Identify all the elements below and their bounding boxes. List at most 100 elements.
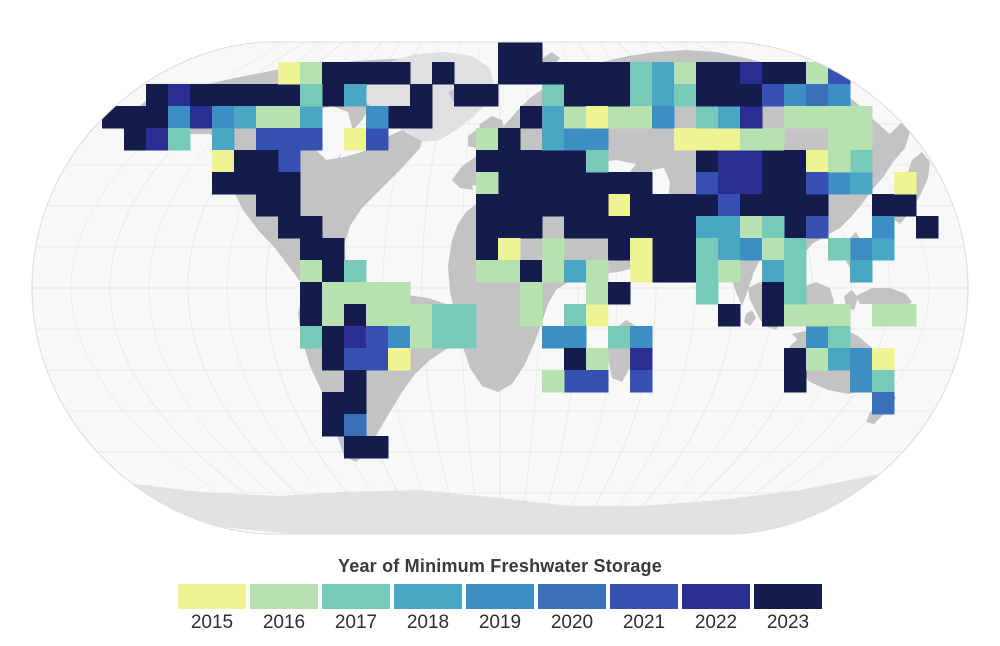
grid-cell-2017 bbox=[850, 150, 873, 173]
grid-cell-2016 bbox=[806, 106, 829, 129]
grid-cell-2018 bbox=[718, 216, 741, 239]
grid-cell-2016 bbox=[520, 304, 543, 327]
grid-cell-2016 bbox=[586, 348, 609, 371]
grid-cell-2023 bbox=[696, 150, 719, 173]
legend-item-2015: 2015 bbox=[178, 584, 246, 634]
grid-cell-2015 bbox=[608, 194, 631, 217]
grid-cell-2017 bbox=[872, 370, 895, 393]
legend-item-2020: 2020 bbox=[538, 584, 606, 634]
grid-cell-2015 bbox=[630, 260, 653, 283]
grid-cell-2017 bbox=[300, 326, 323, 349]
grid-cell-2023 bbox=[322, 414, 345, 437]
grid-cell-2023 bbox=[278, 84, 301, 107]
grid-cell-2021 bbox=[762, 84, 785, 107]
grid-cell-2017 bbox=[784, 260, 807, 283]
grid-cell-2017 bbox=[432, 326, 455, 349]
grid-cell-2023 bbox=[916, 216, 939, 239]
grid-cell-2023 bbox=[278, 172, 301, 195]
grid-cell-2023 bbox=[124, 128, 147, 151]
grid-cell-2021 bbox=[366, 348, 389, 371]
grid-cell-2022 bbox=[190, 106, 213, 129]
grid-cell-2021 bbox=[366, 128, 389, 151]
grid-cell-2018 bbox=[718, 106, 741, 129]
legend-year-label: 2022 bbox=[694, 612, 738, 633]
grid-cell-2023 bbox=[366, 436, 389, 459]
grid-cell-2017 bbox=[674, 84, 697, 107]
grid-cell-2015 bbox=[894, 172, 917, 195]
grid-cell-2021 bbox=[344, 348, 367, 371]
grid-cell-2023 bbox=[652, 260, 675, 283]
grid-cell-2023 bbox=[586, 216, 609, 239]
grid-cell-2016 bbox=[762, 238, 785, 261]
grid-cell-2023 bbox=[498, 172, 521, 195]
grid-cell-2023 bbox=[894, 194, 917, 217]
grid-cell-2017 bbox=[432, 304, 455, 327]
grid-cell-2023 bbox=[212, 84, 235, 107]
grid-cell-2016 bbox=[322, 282, 345, 305]
legend-swatch-2015 bbox=[178, 584, 246, 609]
grid-cell-2016 bbox=[740, 128, 763, 151]
grid-cell-2023 bbox=[586, 62, 609, 85]
grid-cell-2017 bbox=[696, 282, 719, 305]
grid-cell-2023 bbox=[586, 84, 609, 107]
grid-cell-2017 bbox=[696, 106, 719, 129]
grid-cell-2019 bbox=[652, 106, 675, 129]
grid-cell-2016 bbox=[872, 304, 895, 327]
grid-cell-2023 bbox=[234, 172, 257, 195]
legend-year-label: 2017 bbox=[334, 612, 378, 633]
grid-cell-2023 bbox=[256, 84, 279, 107]
grid-cell-2023 bbox=[322, 348, 345, 371]
grid-cell-2023 bbox=[608, 238, 631, 261]
legend-item-2022: 2022 bbox=[682, 584, 750, 634]
grid-cell-2021 bbox=[630, 370, 653, 393]
grid-cell-2023 bbox=[146, 106, 169, 129]
grid-cell-2019 bbox=[212, 106, 235, 129]
grid-cell-2016 bbox=[894, 304, 917, 327]
grid-cell-2017 bbox=[630, 62, 653, 85]
grid-cell-2016 bbox=[476, 128, 499, 151]
grid-cell-2016 bbox=[564, 106, 587, 129]
grid-cell-2023 bbox=[630, 216, 653, 239]
grid-cell-2016 bbox=[806, 62, 829, 85]
grid-cell-2017 bbox=[300, 84, 323, 107]
grid-cell-2023 bbox=[322, 238, 345, 261]
land-antarctica bbox=[50, 462, 958, 534]
grid-cell-2023 bbox=[256, 194, 279, 217]
grid-cell-2022 bbox=[718, 172, 741, 195]
grid-cell-2019 bbox=[740, 238, 763, 261]
grid-cell-2023 bbox=[674, 216, 697, 239]
grid-cell-2023 bbox=[520, 106, 543, 129]
grid-cell-2021 bbox=[806, 216, 829, 239]
grid-cell-2023 bbox=[652, 216, 675, 239]
legend-swatch-2017 bbox=[322, 584, 390, 609]
grid-cell-2019 bbox=[806, 326, 829, 349]
grid-cell-2023 bbox=[300, 238, 323, 261]
grid-cell-2019 bbox=[828, 172, 851, 195]
grid-cell-2017 bbox=[344, 260, 367, 283]
grid-cell-2017 bbox=[784, 282, 807, 305]
legend-year-label: 2019 bbox=[478, 612, 522, 633]
grid-cell-2019 bbox=[366, 106, 389, 129]
grid-cell-2023 bbox=[388, 106, 411, 129]
legend-year-label: 2015 bbox=[190, 612, 234, 633]
grid-cell-2016 bbox=[542, 370, 565, 393]
grid-cell-2023 bbox=[498, 42, 521, 63]
grid-cell-2023 bbox=[212, 172, 235, 195]
grid-cell-2023 bbox=[718, 84, 741, 107]
grid-cell-2017 bbox=[454, 304, 477, 327]
grid-cell-2016 bbox=[476, 172, 499, 195]
grid-cell-2016 bbox=[322, 304, 345, 327]
grid-cell-2021 bbox=[696, 172, 719, 195]
grid-cell-2023 bbox=[674, 238, 697, 261]
grid-cell-2020 bbox=[344, 414, 367, 437]
legend-swatch-2021 bbox=[610, 584, 678, 609]
grid-cell-2023 bbox=[476, 194, 499, 217]
grid-cell-2023 bbox=[322, 84, 345, 107]
grid-cell-2018 bbox=[652, 62, 675, 85]
grid-cell-2016 bbox=[586, 282, 609, 305]
grid-cell-2016 bbox=[762, 128, 785, 151]
legend-swatch-2023 bbox=[754, 584, 822, 609]
grid-cell-2023 bbox=[476, 238, 499, 261]
grid-cell-2023 bbox=[608, 62, 631, 85]
grid-cell-2023 bbox=[564, 194, 587, 217]
